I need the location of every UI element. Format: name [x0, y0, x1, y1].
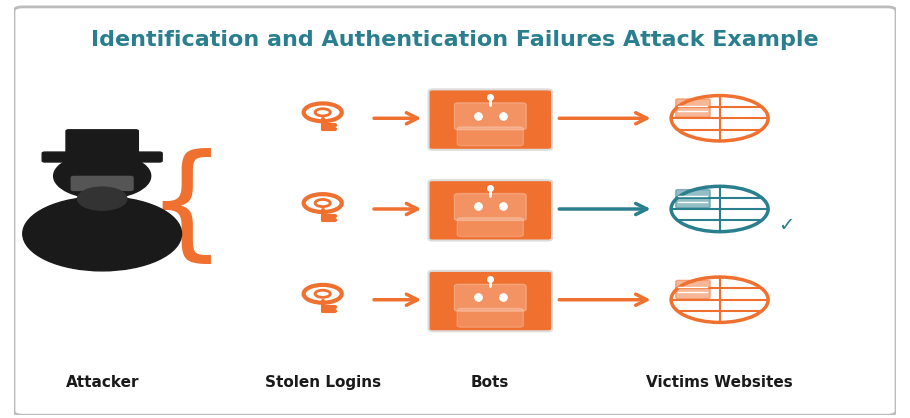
FancyBboxPatch shape — [454, 194, 526, 220]
FancyBboxPatch shape — [429, 271, 552, 331]
FancyBboxPatch shape — [457, 127, 523, 146]
FancyBboxPatch shape — [42, 152, 162, 162]
FancyBboxPatch shape — [14, 7, 896, 415]
Circle shape — [54, 153, 151, 199]
FancyBboxPatch shape — [66, 130, 138, 155]
FancyBboxPatch shape — [457, 308, 523, 327]
Text: ✓: ✓ — [777, 216, 794, 235]
Text: Stolen Logins: Stolen Logins — [265, 375, 380, 390]
FancyBboxPatch shape — [454, 284, 526, 311]
FancyBboxPatch shape — [71, 176, 133, 191]
Circle shape — [77, 187, 126, 210]
Text: Victims Websites: Victims Websites — [646, 375, 793, 390]
FancyBboxPatch shape — [676, 280, 710, 299]
FancyBboxPatch shape — [454, 103, 526, 130]
Text: Bots: Bots — [471, 375, 510, 390]
FancyBboxPatch shape — [676, 99, 710, 117]
Text: {: { — [147, 148, 226, 270]
FancyBboxPatch shape — [457, 218, 523, 237]
Circle shape — [23, 196, 182, 271]
Text: Identification and Authentication Failures Attack Example: Identification and Authentication Failur… — [91, 30, 819, 50]
FancyBboxPatch shape — [676, 190, 710, 208]
FancyBboxPatch shape — [429, 89, 552, 150]
Text: Attacker: Attacker — [66, 375, 139, 390]
FancyBboxPatch shape — [429, 180, 552, 240]
